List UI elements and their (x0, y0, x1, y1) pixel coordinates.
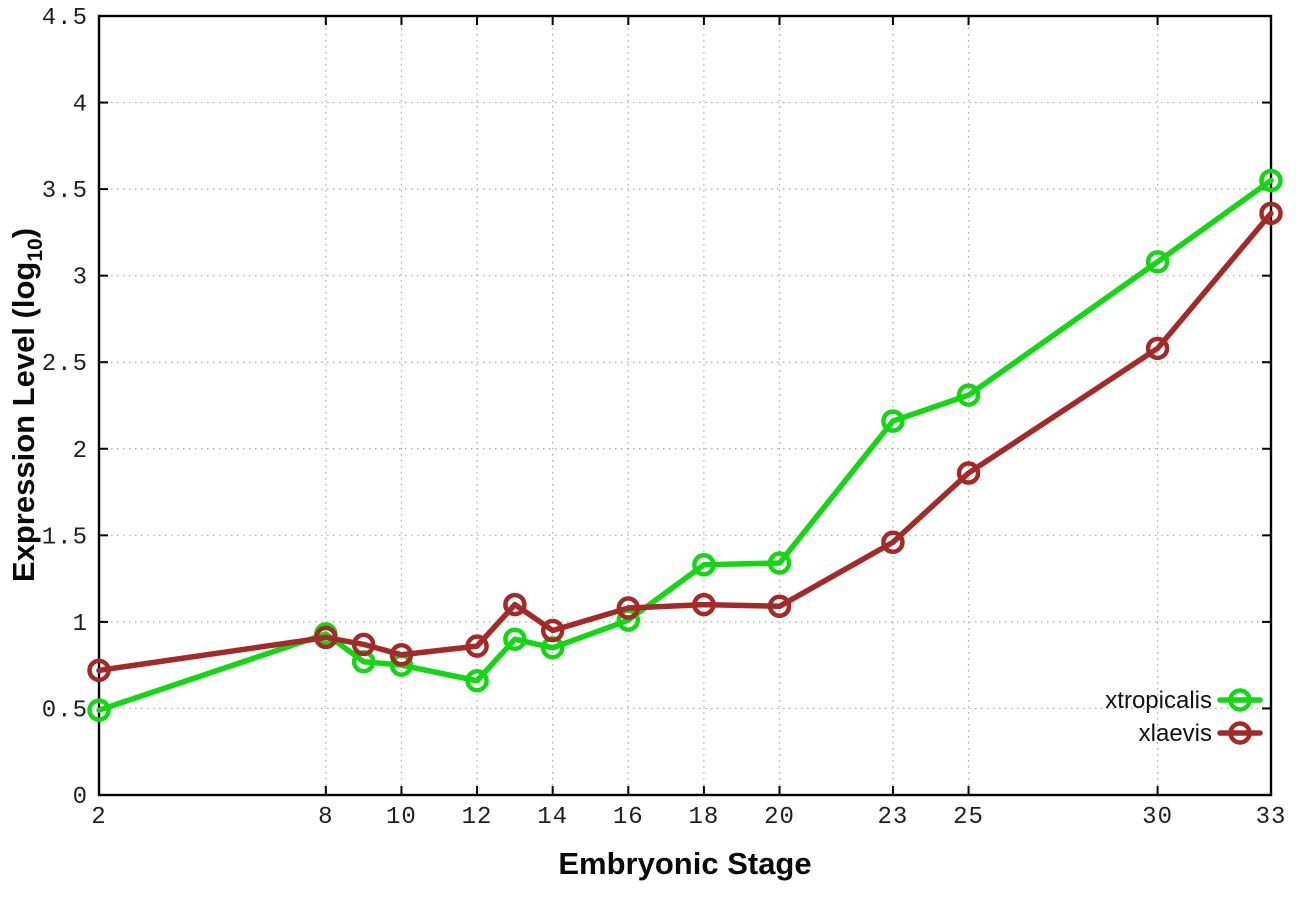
data-point-xtropicalis (956, 383, 981, 407)
x-tick-label: 30 (1142, 804, 1173, 831)
data-point-xtropicalis (1259, 168, 1283, 193)
y-tick-label: 0 (73, 784, 88, 811)
plot-frame (97, 14, 1273, 797)
y-tick-label: 0.5 (42, 697, 88, 724)
plot-area: 2 8 10 12 14 16 18 20 23 25 30 33 0 0.5 1 1.5 2 2.5 3 3.5 4 4… (42, 5, 1287, 831)
data-point-xlaevis (1145, 336, 1170, 361)
y-tick-label: 4 (73, 92, 88, 119)
legend: xtropicalis xlaevis (1105, 687, 1263, 747)
y-tick-label: 2.5 (42, 351, 88, 378)
data-point-xlaevis (692, 592, 716, 617)
x-tick-label: 10 (386, 804, 417, 831)
data-point-xlaevis (389, 643, 414, 667)
data-point-xlaevis (351, 632, 376, 657)
data-point-xlaevis (1259, 201, 1283, 226)
x-tick-label: 14 (537, 804, 568, 831)
x-tick-label: 23 (878, 804, 909, 831)
series-line-xtropicalis (96, 177, 1274, 713)
legend-key-samples (1217, 688, 1263, 745)
x-tick-label: 25 (953, 804, 984, 831)
data-point-xlaevis (503, 592, 527, 617)
y-tick-label: 3.5 (42, 178, 88, 205)
data-point-xtropicalis (87, 698, 111, 722)
y-tick-label: 4.5 (42, 5, 88, 32)
data-point-xlaevis (465, 634, 489, 658)
data-point-xtropicalis (881, 409, 905, 433)
data-point-xlaevis (314, 625, 338, 650)
x-tick-label: 33 (1256, 804, 1287, 831)
y-tick-label: 1.5 (42, 524, 88, 551)
data-point-xlaevis (87, 658, 111, 683)
x-tick-label: 8 (318, 804, 333, 831)
x-tick-label: 20 (764, 804, 795, 831)
x-axis-title: Embryonic Stage (558, 846, 811, 881)
data-point-xtropicalis (503, 627, 527, 651)
data-point-xtropicalis (465, 668, 489, 693)
data-point-xtropicalis (1145, 250, 1170, 274)
data-point-xlaevis (540, 618, 565, 643)
data-point-xlaevis (616, 596, 641, 620)
data-point-xtropicalis (767, 551, 792, 575)
legend-marker-xtropicalis (1228, 688, 1252, 712)
y-tick-label: 1 (73, 611, 88, 638)
x-tick-label: 16 (613, 804, 644, 831)
legend-marker-xlaevis (1228, 721, 1252, 745)
data-point-xlaevis (881, 530, 905, 555)
x-tick-label: 12 (462, 804, 493, 831)
x-tick-label: 18 (688, 804, 719, 831)
x-tick-label: 2 (91, 804, 106, 831)
y-axis-title: Expression Level (log10) (6, 228, 47, 582)
data-point-xlaevis (956, 461, 981, 485)
y-tick-label: 2 (73, 438, 88, 465)
legend-label-xtropicalis: xtropicalis (1105, 687, 1212, 714)
series-line-xlaevis (96, 210, 1274, 674)
y-tick-label: 3 (73, 265, 88, 292)
legend-label-xlaevis: xlaevis (1139, 720, 1212, 747)
data-point-xlaevis (767, 594, 792, 619)
data-point-xtropicalis (692, 553, 716, 577)
